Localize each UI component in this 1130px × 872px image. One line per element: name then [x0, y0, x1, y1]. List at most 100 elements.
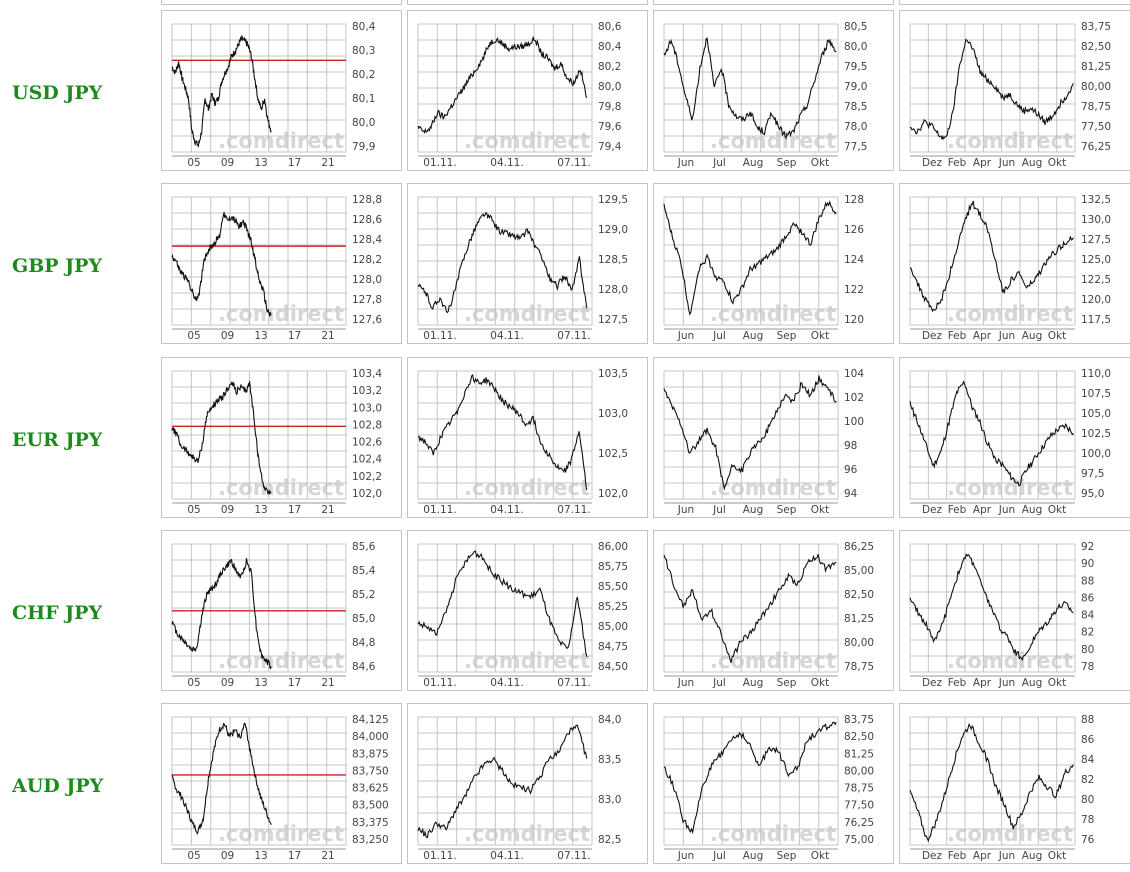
- y-tick-label: 102,5: [598, 448, 628, 460]
- x-tick-label: Okt: [1048, 504, 1066, 516]
- chart-panel[interactable]: .comdirect 92 90 88 86 84 82 80 78 Dez Feb Apr Jun Au…: [899, 530, 1130, 691]
- x-tick-label: 13: [254, 850, 267, 862]
- y-tick-label: 125,0: [1081, 254, 1111, 266]
- y-tick-label: 84,000: [352, 731, 389, 743]
- watermark: .comdirect: [464, 129, 590, 153]
- row-label: EUR JPY: [12, 429, 103, 451]
- y-tick-label: 120: [844, 314, 864, 326]
- x-tick-label: 09: [221, 850, 234, 862]
- top-fragment-cell: [653, 0, 894, 5]
- y-tick-label: 76,25: [844, 817, 874, 829]
- y-tick-label: 80,4: [352, 21, 376, 33]
- chart-panel[interactable]: .comdirect 80,4 80,3 80,2 80,1 80,0 79,9 05 09 13…: [161, 10, 402, 171]
- y-tick-label: 88: [1081, 575, 1094, 587]
- y-tick-label: 124: [844, 254, 864, 266]
- y-tick-label: 103,0: [352, 402, 382, 414]
- x-tick-label: Aug: [1022, 330, 1043, 342]
- x-tick-label: Feb: [948, 850, 967, 862]
- y-tick-label: 85,75: [598, 561, 628, 573]
- x-tick-label: Jul: [712, 330, 726, 342]
- y-tick-label: 83,750: [352, 765, 389, 777]
- x-tick-label: Okt: [1048, 850, 1066, 862]
- watermark: .comdirect: [464, 302, 590, 326]
- x-tick-label: Dez: [922, 850, 943, 862]
- chart-panel[interactable]: .comdirect 104 102 100 98 96 94 Jun Jul Aug Sep Okt: [653, 357, 894, 518]
- row-label: CHF JPY: [12, 602, 103, 624]
- chart-svg: .comdirect 84,125 84,000 83,875 83,750 83,625…: [171, 714, 389, 862]
- y-tick-label: 102,2: [352, 471, 382, 483]
- x-tick-label: Okt: [1048, 330, 1066, 342]
- price-series-line: [909, 722, 1074, 843]
- chart-panel[interactable]: .comdirect 80,6 80,4 80,2 80,0 79,8 79,6 79,4 01…: [407, 10, 648, 171]
- y-tick-label: 79,4: [598, 141, 622, 153]
- chart-panel[interactable]: .comdirect 128 126 124 122 120 Jun Jul Aug Sep Okt: [653, 183, 894, 344]
- y-tick-label: 80,3: [352, 45, 375, 57]
- x-tick-label: 21: [321, 504, 334, 516]
- chart-panel[interactable]: .comdirect 88 86 84 82 80 78 76 Dez Feb Apr Jun Aug O…: [899, 703, 1130, 864]
- x-tick-label: 09: [221, 330, 234, 342]
- chart-panel[interactable]: .comdirect 110,0 107,5 105,0 102,5 100,0 97,5 9…: [899, 357, 1130, 518]
- x-tick-label: Dez: [922, 330, 943, 342]
- y-tick-label: 127,5: [598, 314, 628, 326]
- y-tick-label: 78,0: [844, 121, 867, 133]
- chart-svg: .comdirect 104 102 100 98 96 94 Jun Jul Aug Sep Okt: [663, 368, 864, 516]
- watermark: .comdirect: [710, 822, 836, 846]
- chart-panel[interactable]: .comdirect 80,5 80,0 79,5 79,0 78,5 78,0 77,5 Ju…: [653, 10, 894, 171]
- price-series-line: [663, 37, 837, 140]
- price-series-line: [417, 373, 588, 491]
- x-tick-label: 04.11.: [490, 504, 523, 516]
- y-tick-label: 85,25: [598, 601, 628, 613]
- chart-panel[interactable]: .comdirect 86,00 85,75 85,50 85,25 85,00 84,75…: [407, 530, 648, 691]
- chart-svg: .comdirect 86,00 85,75 85,50 85,25 85,00 84,75…: [417, 541, 628, 689]
- x-tick-label: Aug: [1022, 504, 1043, 516]
- y-tick-label: 84,6: [352, 661, 376, 673]
- price-series-line: [417, 36, 588, 134]
- x-tick-label: Jun: [998, 157, 1015, 169]
- y-tick-label: 85,4: [352, 565, 376, 577]
- y-tick-label: 102,0: [352, 488, 382, 500]
- y-tick-label: 79,8: [598, 101, 621, 113]
- y-tick-label: 84,50: [598, 661, 628, 673]
- chart-panel[interactable]: .comdirect 103,5 103,0 102,5 102,0 01.11. 04.1…: [407, 357, 648, 518]
- chart-panel[interactable]: .comdirect 85,6 85,4 85,2 85,0 84,8 84,6 05 09 13…: [161, 530, 402, 691]
- x-tick-label: Okt: [811, 330, 829, 342]
- chart-panel[interactable]: .comdirect 129,5 129,0 128,5 128,0 127,5 01.11…: [407, 183, 648, 344]
- chart-panel[interactable]: .comdirect 128,8 128,6 128,4 128,2 128,0 127,8…: [161, 183, 402, 344]
- y-tick-label: 128,0: [352, 274, 382, 286]
- chart-panel[interactable]: .comdirect 132,5 130,0 127,5 125,0 122,5 120,0…: [899, 183, 1130, 344]
- y-tick-label: 127,8: [352, 294, 382, 306]
- y-tick-label: 80,2: [352, 69, 375, 81]
- watermark: .comdirect: [218, 649, 344, 673]
- y-tick-label: 76: [1081, 834, 1095, 846]
- y-tick-label: 79,9: [352, 141, 375, 153]
- x-tick-label: 13: [254, 157, 267, 169]
- x-tick-label: 13: [254, 504, 267, 516]
- y-tick-label: 80,1: [352, 93, 375, 105]
- x-tick-label: Sep: [777, 677, 797, 689]
- x-tick-label: 07.11.: [557, 677, 590, 689]
- chart-svg: .comdirect 103,5 103,0 102,5 102,0 01.11. 04.1…: [417, 368, 628, 516]
- y-tick-label: 127,5: [1081, 234, 1111, 246]
- chart-panel[interactable]: .comdirect 84,0 83,5 83,0 82,5 01.11. 04.11. 07…: [407, 703, 648, 864]
- y-tick-label: 80,00: [1081, 81, 1111, 93]
- x-tick-label: Okt: [811, 504, 829, 516]
- y-tick-label: 85,00: [844, 565, 874, 577]
- price-series-line: [909, 38, 1074, 141]
- watermark: .comdirect: [218, 129, 344, 153]
- chart-panel[interactable]: .comdirect 83,75 82,50 81,25 80,00 78,75 77,50…: [653, 703, 894, 864]
- chart-panel[interactable]: .comdirect 84,125 84,000 83,875 83,750 83,625…: [161, 703, 402, 864]
- y-tick-label: 104: [844, 368, 864, 380]
- y-tick-label: 105,0: [1081, 408, 1111, 420]
- chart-panel[interactable]: .comdirect 86,25 85,00 82,50 81,25 80,00 78,75…: [653, 530, 894, 691]
- chart-panel[interactable]: .comdirect 103,4 103,2 103,0 102,8 102,6 102,4…: [161, 357, 402, 518]
- chart-panel[interactable]: .comdirect 83,75 82,50 81,25 80,00 78,75 77,50…: [899, 10, 1130, 171]
- y-tick-label: 80: [1081, 794, 1094, 806]
- y-tick-label: 83,875: [352, 748, 389, 760]
- chart-svg: .comdirect 128,8 128,6 128,4 128,2 128,0 127,8…: [171, 194, 382, 342]
- y-tick-label: 82,50: [1081, 41, 1111, 53]
- y-tick-label: 84,0: [598, 714, 621, 726]
- x-tick-label: 21: [321, 330, 334, 342]
- watermark: .comdirect: [464, 476, 590, 500]
- y-tick-label: 120,0: [1081, 294, 1111, 306]
- chart-svg: .comdirect 129,5 129,0 128,5 128,0 127,5 01.11…: [417, 194, 628, 342]
